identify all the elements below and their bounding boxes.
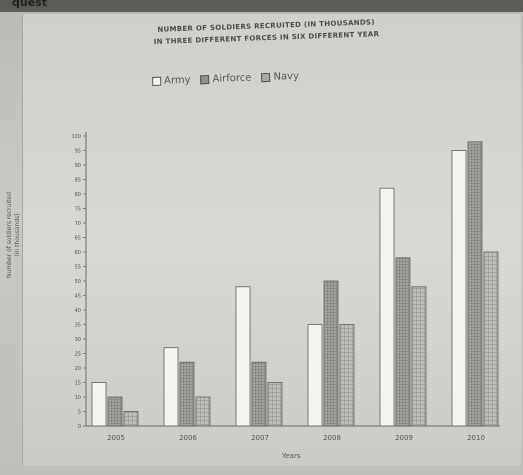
y-tick-label: 25 <box>75 352 81 358</box>
x-tick-label-2005: 2005 <box>107 434 125 442</box>
axes <box>83 132 500 426</box>
bar-airforce-2007 <box>252 362 266 426</box>
bar-airforce-2009 <box>396 258 410 426</box>
y-tick-label: 65 <box>75 236 81 242</box>
x-tick-label-2006: 2006 <box>179 434 197 442</box>
bar-army-2009 <box>380 188 394 426</box>
x-tick-label-2007: 2007 <box>251 434 269 442</box>
x-tick-label-2010: 2010 <box>467 434 485 442</box>
bar-navy-2007 <box>268 383 282 427</box>
y-tick-label: 85 <box>75 178 81 184</box>
y-tick-label: 45 <box>75 294 81 300</box>
y-tick-label: 100 <box>71 134 81 140</box>
y-tick-label: 15 <box>75 381 81 387</box>
bars <box>92 142 498 426</box>
y-tick-label: 55 <box>75 265 81 271</box>
bar-army-2007 <box>236 287 250 426</box>
bar-army-2010 <box>452 151 466 427</box>
bar-airforce-2005 <box>108 397 122 426</box>
y-tick-label: 60 <box>75 250 81 256</box>
y-tick-label: 0 <box>78 424 81 430</box>
bar-airforce-2006 <box>180 362 194 426</box>
bar-airforce-2010 <box>468 142 482 426</box>
y-tick-label: 35 <box>75 323 81 329</box>
bar-army-2005 <box>92 383 106 427</box>
bar-airforce-2008 <box>324 281 338 426</box>
y-tick-label: 20 <box>75 366 81 372</box>
bar-navy-2005 <box>124 412 138 427</box>
y-tick-label: 70 <box>75 221 81 227</box>
y-tick-label: 90 <box>75 163 81 169</box>
y-tick-label: 80 <box>75 192 81 198</box>
y-tick-label: 95 <box>75 149 81 155</box>
y-tick-label: 50 <box>75 279 81 285</box>
bar-army-2008 <box>308 325 322 427</box>
bar-army-2006 <box>164 348 178 426</box>
bar-navy-2006 <box>196 397 210 426</box>
y-tick-label: 75 <box>75 207 81 213</box>
y-tick-label: 40 <box>75 308 81 314</box>
y-tick-label: 10 <box>75 395 81 401</box>
bar-navy-2010 <box>484 252 498 426</box>
bar-navy-2008 <box>340 325 354 427</box>
x-tick-label-2009: 2009 <box>395 434 413 442</box>
y-tick-label: 5 <box>78 410 81 416</box>
bar-navy-2009 <box>412 287 426 426</box>
x-tick-label-2008: 2008 <box>323 434 341 442</box>
y-tick-label: 30 <box>75 337 81 343</box>
